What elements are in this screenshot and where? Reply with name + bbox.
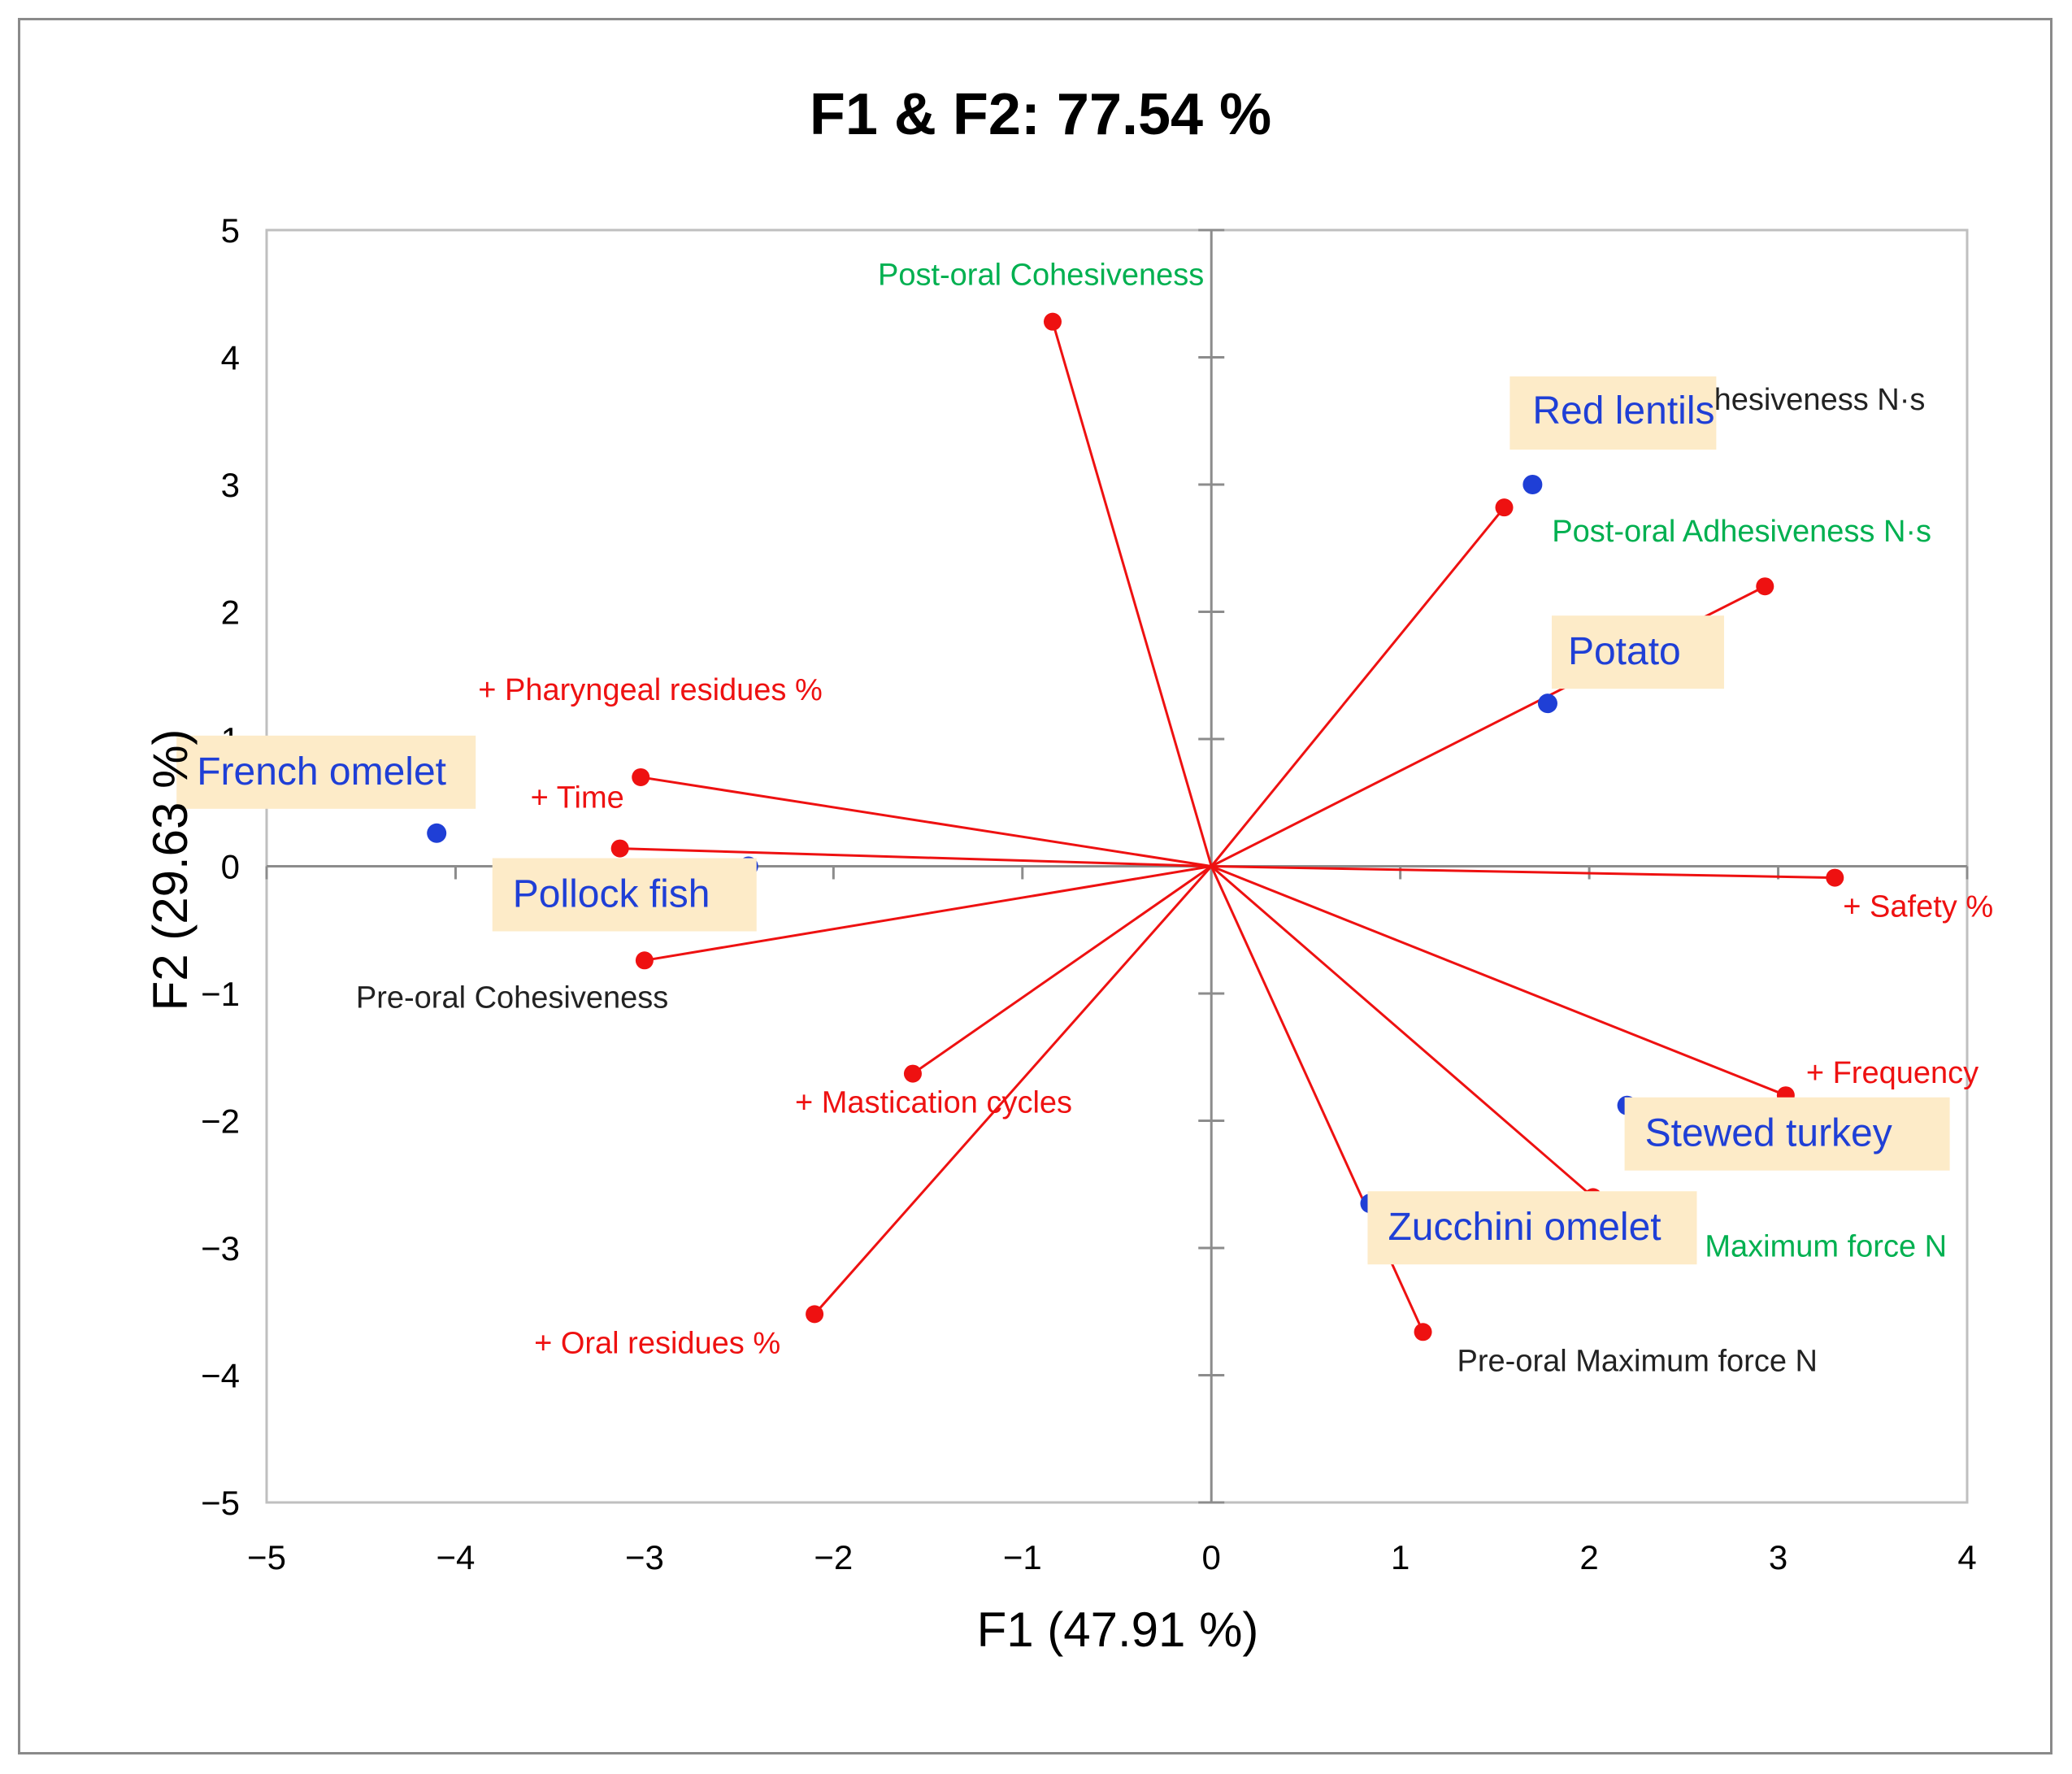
variable-label-oral-residues: + Oral residues % xyxy=(534,1326,780,1360)
x-tick-label: −1 xyxy=(1003,1538,1042,1576)
observation-point-red-lentils xyxy=(1523,475,1543,494)
chart-title: F1 & F2: 77.54 % xyxy=(810,82,1271,147)
observation-label-pollock-fish: Pollock fish xyxy=(513,873,710,916)
observation-label-zucchini-omelet: Zucchini omelet xyxy=(1388,1206,1661,1249)
vector-point-pre-oral-cohesiveness xyxy=(635,951,654,970)
x-tick-label: 3 xyxy=(1769,1538,1787,1576)
vector-point-oral-residues xyxy=(806,1305,824,1324)
variable-label-frequency: + Frequency xyxy=(1806,1056,1979,1090)
vector-point-pre-oral-maximum-force-n xyxy=(1414,1323,1432,1341)
observation-label-french-omelet: French omelet xyxy=(197,750,446,794)
y-tick-label: −2 xyxy=(201,1102,240,1141)
biplot-chart: F1 & F2: 77.54 % −5−4−3−2−101234543210−1… xyxy=(143,82,1993,1657)
x-axis-title: F1 (47.91 %) xyxy=(977,1602,1259,1657)
vector-point-pre-oral-adhesiveness-n-s xyxy=(1495,498,1514,517)
vector-line-safety xyxy=(1211,865,1835,880)
observation-label-box-zucchini-omelet xyxy=(1367,1191,1697,1265)
variable-label-pre-oral-cohesiveness: Pre-oral Cohesiveness xyxy=(356,980,668,1015)
x-tick-label: 0 xyxy=(1202,1538,1221,1576)
vector-point-post-oral-adhesiveness-n-s xyxy=(1756,577,1774,596)
vector-point-pharyngeal-residues xyxy=(632,767,650,786)
observation-label-box-potato xyxy=(1551,615,1724,689)
observation-label-box-stewed-turkey xyxy=(1624,1097,1950,1171)
vector-line-post-oral-maximum-force-n xyxy=(1210,865,1594,1198)
observation-label-box-red-lentils xyxy=(1509,376,1717,450)
y-tick-label: 5 xyxy=(221,211,240,250)
observation-label-stewed-turkey: Stewed turkey xyxy=(1645,1112,1892,1155)
variable-label-time: + Time xyxy=(531,781,624,815)
axes: −5−4−3−2−101234543210−1−2−3−4−5 xyxy=(201,211,1977,1576)
y-tick-label: 3 xyxy=(221,466,240,504)
x-tick-label: 1 xyxy=(1391,1538,1410,1576)
variable-label-post-oral-cohesiveness: Post-oral Cohesiveness xyxy=(878,259,1204,293)
vector-point-safety xyxy=(1826,868,1844,887)
observation-point-french-omelet xyxy=(427,823,447,843)
observation-label-box-pollock-fish xyxy=(492,858,757,932)
y-tick-label: −4 xyxy=(201,1357,240,1395)
y-tick-label: −1 xyxy=(201,975,240,1013)
y-tick-label: 0 xyxy=(221,848,240,886)
observation-label-red-lentils: Red lentils xyxy=(1532,389,1714,433)
vector-line-frequency xyxy=(1210,865,1787,1097)
variable-label-pharyngeal-residues: + Pharyngeal residues % xyxy=(478,673,823,707)
vector-point-time xyxy=(610,839,629,858)
x-tick-label: −2 xyxy=(814,1538,853,1576)
variable-label-post-oral-adhesiveness-n-s: Post-oral Adhesiveness N·s xyxy=(1552,515,1931,549)
x-tick-label: −4 xyxy=(436,1538,475,1576)
vector-line-mastication-cycles xyxy=(912,865,1213,1075)
vector-point-mastication-cycles xyxy=(903,1064,922,1083)
vector-line-post-oral-cohesiveness xyxy=(1051,321,1213,867)
y-tick-label: −3 xyxy=(201,1229,240,1267)
x-tick-label: −5 xyxy=(247,1538,286,1576)
variable-label-pre-oral-maximum-force-n: Pre-oral Maximum force N xyxy=(1457,1344,1818,1378)
observation-label-box-french-omelet xyxy=(176,735,476,809)
vector-line-time xyxy=(619,847,1212,867)
variable-label-safety: + Safety % xyxy=(1843,890,1993,924)
y-tick-label: 2 xyxy=(221,594,240,632)
vector-line-pre-oral-adhesiveness-n-s xyxy=(1210,507,1505,867)
x-tick-label: −3 xyxy=(625,1538,664,1576)
vector-line-oral-residues xyxy=(813,865,1213,1315)
vector-line-pharyngeal-residues xyxy=(641,776,1212,867)
y-tick-label: −5 xyxy=(201,1484,240,1522)
x-tick-label: 4 xyxy=(1957,1538,1976,1576)
vector-line-pre-oral-cohesiveness xyxy=(644,865,1212,962)
variable-label-mastication-cycles: + Mastication cycles xyxy=(795,1086,1072,1120)
chart-frame: F1 & F2: 77.54 % −5−4−3−2−101234543210−1… xyxy=(18,18,2052,1754)
y-axis-title: F2 (29.63 %) xyxy=(143,729,198,1011)
observation-label-potato: Potato xyxy=(1568,630,1681,673)
observation-point-potato xyxy=(1537,694,1557,714)
variable-vectors xyxy=(610,312,1844,1341)
x-tick-label: 2 xyxy=(1579,1538,1598,1576)
vector-point-post-oral-cohesiveness xyxy=(1043,312,1062,331)
y-tick-label: 4 xyxy=(221,339,240,377)
